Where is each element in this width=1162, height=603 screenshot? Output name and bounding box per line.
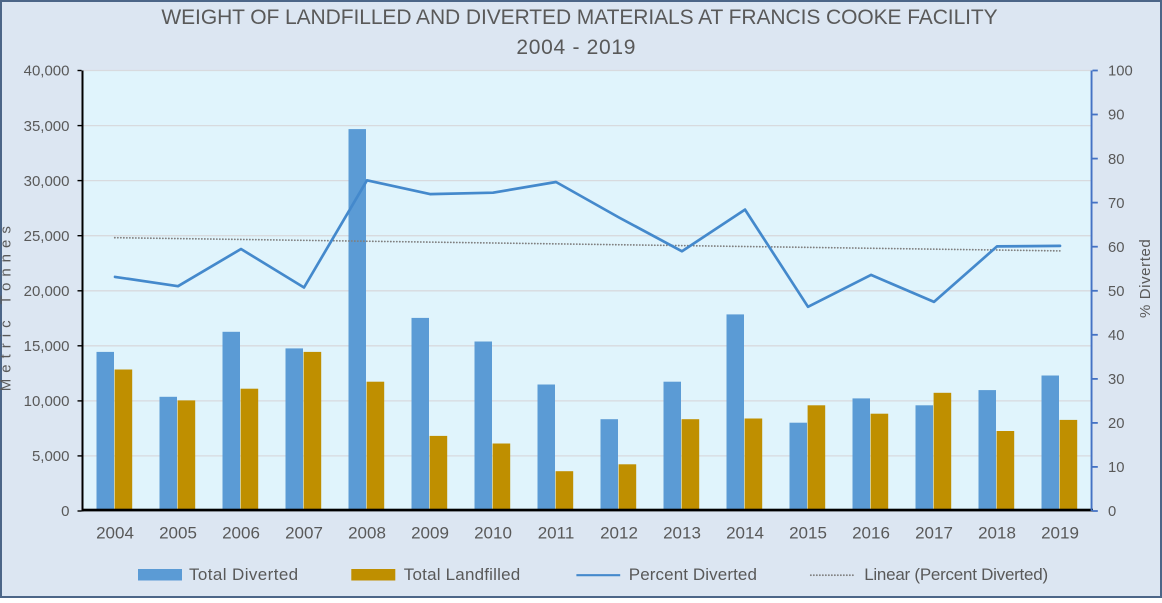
svg-text:2012: 2012 [600, 524, 638, 543]
svg-text:100: 100 [1108, 64, 1133, 80]
svg-text:20,000: 20,000 [24, 283, 70, 300]
svg-text:WEIGHT OF LANDFILLED AND DIVER: WEIGHT OF LANDFILLED AND DIVERTED MATERI… [161, 6, 997, 29]
svg-text:10: 10 [1108, 460, 1124, 476]
svg-text:2013: 2013 [663, 524, 701, 543]
svg-text:50: 50 [1108, 284, 1124, 300]
svg-text:2015: 2015 [789, 524, 827, 543]
svg-text:2007: 2007 [285, 524, 323, 543]
svg-text:0: 0 [61, 503, 69, 520]
svg-text:% Diverted: % Diverted [1137, 239, 1154, 318]
svg-text:2010: 2010 [474, 524, 512, 543]
svg-text:20: 20 [1108, 416, 1124, 432]
svg-text:2018: 2018 [978, 524, 1016, 543]
svg-text:2014: 2014 [726, 524, 764, 543]
svg-text:35,000: 35,000 [24, 118, 70, 135]
svg-text:2017: 2017 [915, 524, 953, 543]
svg-text:80: 80 [1108, 152, 1124, 168]
svg-text:2005: 2005 [159, 524, 197, 543]
svg-text:Total Landfilled: Total Landfilled [404, 565, 521, 584]
svg-text:Linear (Percent Diverted): Linear (Percent Diverted) [864, 565, 1048, 584]
svg-text:25,000: 25,000 [24, 228, 70, 245]
svg-text:2004 - 2019: 2004 - 2019 [516, 36, 636, 59]
svg-text:0: 0 [1108, 504, 1116, 520]
svg-text:2009: 2009 [411, 524, 449, 543]
svg-text:2004: 2004 [96, 524, 134, 543]
svg-text:30,000: 30,000 [24, 173, 70, 190]
svg-text:90: 90 [1108, 108, 1124, 124]
svg-text:30: 30 [1108, 372, 1124, 388]
svg-text:Total Diverted: Total Diverted [189, 565, 299, 584]
svg-text:Metric Tonnes: Metric Tonnes [0, 220, 15, 391]
svg-text:70: 70 [1108, 196, 1124, 212]
svg-text:2006: 2006 [222, 524, 260, 543]
svg-text:40,000: 40,000 [24, 63, 70, 80]
svg-text:2008: 2008 [348, 524, 386, 543]
svg-text:Percent Diverted: Percent Diverted [629, 565, 757, 584]
svg-text:2016: 2016 [852, 524, 890, 543]
svg-text:2019: 2019 [1041, 524, 1079, 543]
svg-text:15,000: 15,000 [24, 338, 70, 355]
svg-text:5,000: 5,000 [32, 448, 70, 465]
svg-text:60: 60 [1108, 240, 1124, 256]
svg-text:10,000: 10,000 [24, 393, 70, 410]
svg-text:40: 40 [1108, 328, 1124, 344]
svg-text:2011: 2011 [538, 524, 575, 543]
